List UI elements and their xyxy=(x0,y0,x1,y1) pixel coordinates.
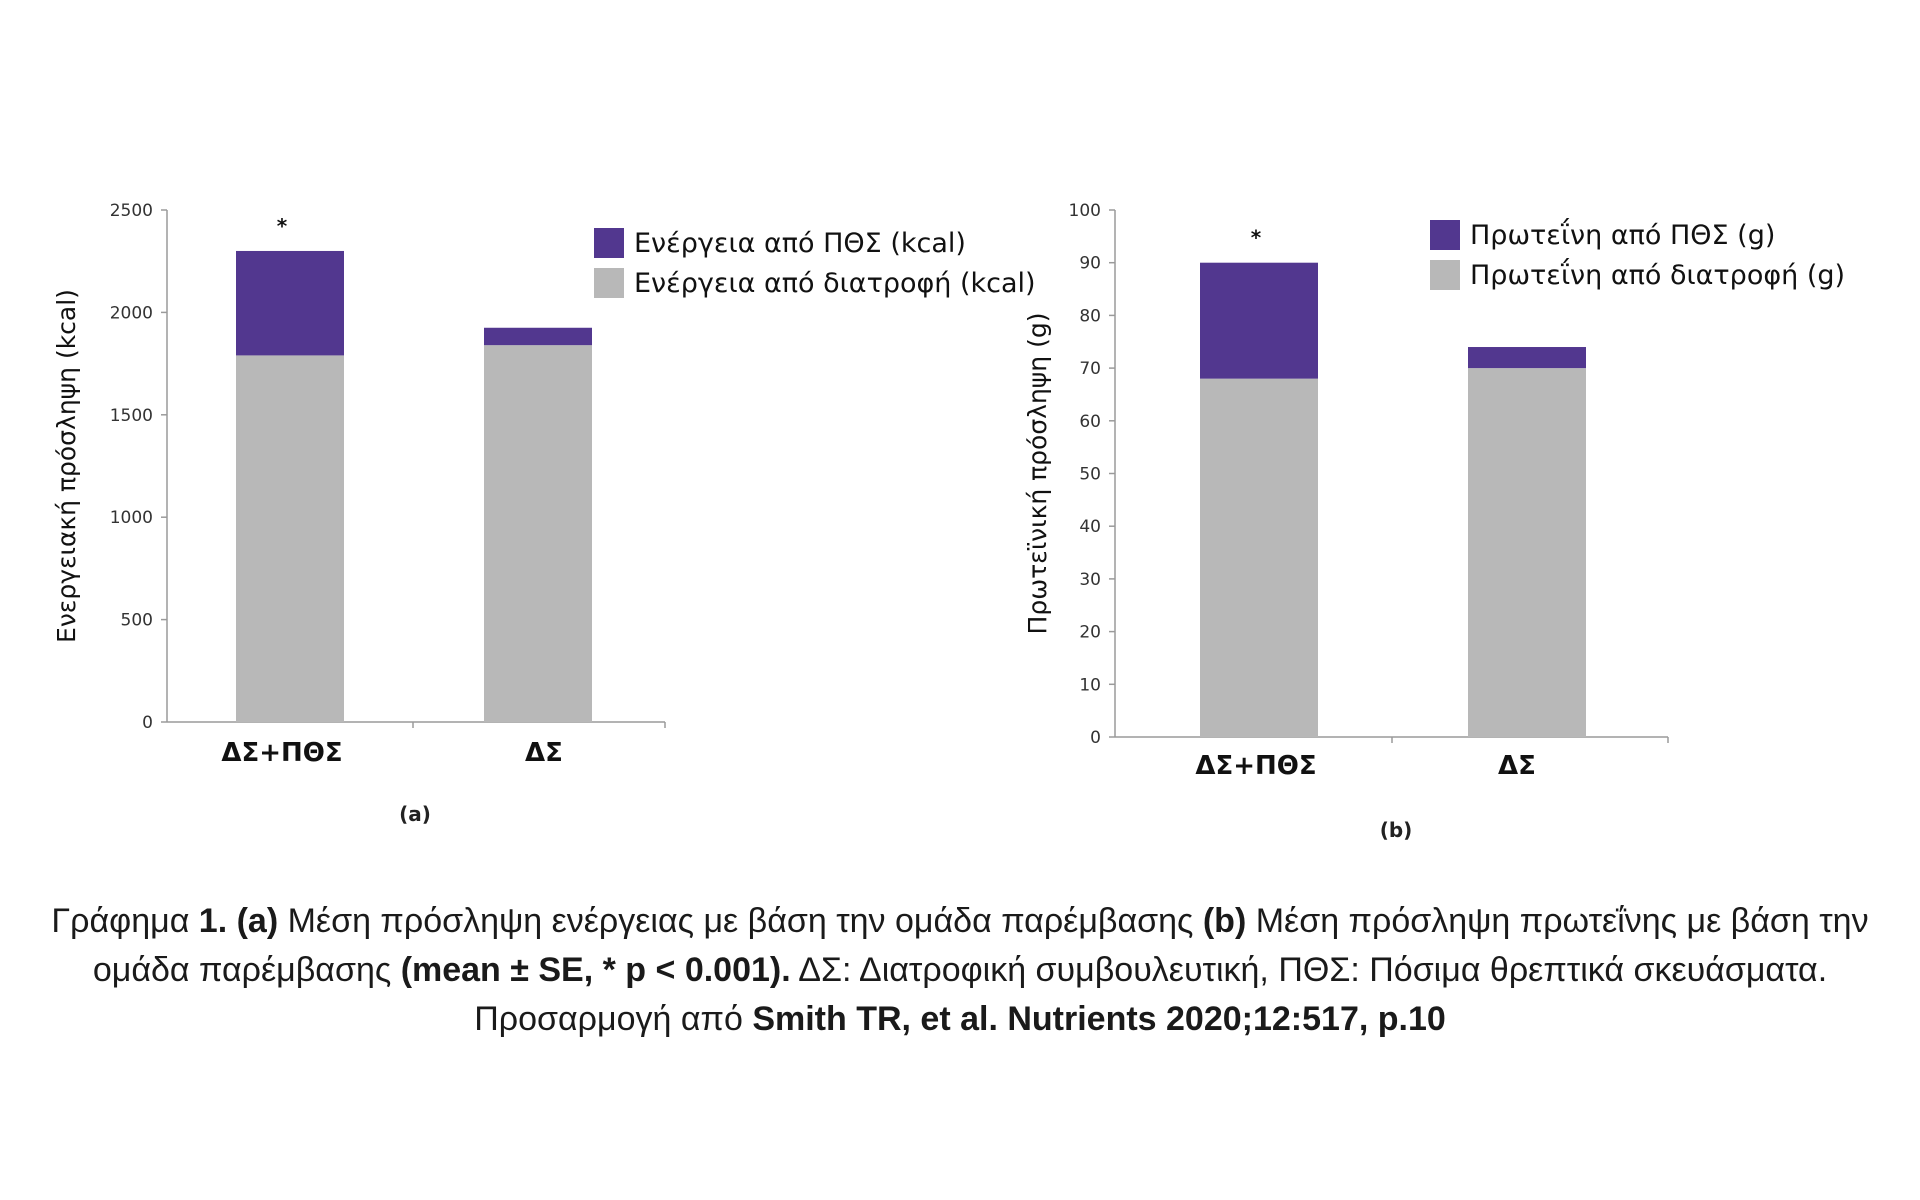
caption-stats: (mean ± SE, * p < 0.001). xyxy=(400,951,791,989)
y-tick-label: 500 xyxy=(121,611,153,631)
caption-b-marker: (b) xyxy=(1202,902,1247,940)
legend-swatch xyxy=(594,268,624,298)
x-category-label: ΔΣ xyxy=(525,738,563,768)
y-tick-label: 40 xyxy=(1079,517,1101,537)
significance-marker: * xyxy=(277,214,288,238)
protein-intake-chart: 0 10 20 30 40 50 60 70 80 90 100 ΔΣ+ΠΘΣ * ΔΣ Πρωτεϊνικ… xyxy=(1023,201,1845,842)
legend-label: Πρωτεΐνη από διατροφή (g) xyxy=(1470,258,1845,291)
x-category-label: ΔΣ+ΠΘΣ xyxy=(1195,751,1316,781)
y-tick-label: 2000 xyxy=(110,303,153,323)
y-tick-label: 20 xyxy=(1079,623,1101,643)
bar-diet-ds xyxy=(1468,368,1586,737)
y-tick-label: 0 xyxy=(142,713,153,733)
y-tick-label: 1000 xyxy=(110,508,153,528)
y-axis-title: Πρωτεϊνική πρόσληψη (g) xyxy=(1023,313,1052,635)
bar-diet-ds xyxy=(484,345,592,722)
bar-ons-ds xyxy=(1468,347,1586,369)
bar-ons-ds-pths xyxy=(236,250,344,356)
bar-diet-ds-pths xyxy=(236,355,344,722)
caption-part-a: Μέση πρόσληψη ενέργειας με βάση την ομάδ… xyxy=(278,902,1203,940)
caption-number: 1. (a) xyxy=(198,902,279,940)
y-tick-label: 0 xyxy=(1090,728,1101,748)
y-tick-label: 2500 xyxy=(110,201,153,221)
caption-abbreviations: ΔΣ: Διατροφική συμβουλευτική, ΠΘΣ: Πόσιμ… xyxy=(474,951,1828,1038)
caption-part-b: Μέση πρόσληψη πρωτεΐνης με βάση την ομάδ… xyxy=(92,902,1869,989)
x-category-label: ΔΣ xyxy=(1498,751,1536,781)
y-tick-label: 1500 xyxy=(110,406,153,426)
y-tick-label: 90 xyxy=(1079,254,1101,274)
y-tick-label: 30 xyxy=(1079,570,1101,590)
y-tick-label: 100 xyxy=(1069,201,1101,221)
bar-diet-ds-pths xyxy=(1200,378,1318,737)
significance-marker: * xyxy=(1251,226,1262,250)
y-axis-title: Ενεργειακή πρόσληψη (kcal) xyxy=(52,289,81,643)
x-category-label: ΔΣ+ΠΘΣ xyxy=(221,738,342,768)
legend-label: Ενέργεια από διατροφή (kcal) xyxy=(634,268,1036,299)
legend-label: Πρωτεΐνη από ΠΘΣ (g) xyxy=(1470,218,1775,251)
panel-label: (b) xyxy=(1380,818,1413,842)
panel-label: (a) xyxy=(399,802,431,826)
y-tick-label: 70 xyxy=(1079,359,1101,379)
y-tick-label: 60 xyxy=(1079,412,1101,432)
legend-label: Ενέργεια από ΠΘΣ (kcal) xyxy=(634,228,966,259)
y-tick-label: 80 xyxy=(1079,306,1101,326)
figure-caption: Γράφημα 1. (a) Μέση πρόσληψη ενέργειας μ… xyxy=(20,897,1900,1044)
y-tick-label: 10 xyxy=(1079,675,1101,695)
legend-swatch xyxy=(1430,260,1460,290)
energy-intake-chart: 0 500 1000 1500 2000 2500 ΔΣ+ΠΘΣ * ΔΣ Ενεργειακή … xyxy=(52,201,1036,826)
bar-ons-ds-pths xyxy=(1200,262,1318,379)
legend-swatch xyxy=(594,228,624,258)
y-tick-label: 50 xyxy=(1079,465,1101,485)
caption-lead: Γράφημα xyxy=(51,902,199,940)
caption-reference: Smith TR, et al. Nutrients 2020;12:517, … xyxy=(752,1000,1446,1038)
bar-ons-ds xyxy=(484,327,592,346)
legend-swatch xyxy=(1430,220,1460,250)
